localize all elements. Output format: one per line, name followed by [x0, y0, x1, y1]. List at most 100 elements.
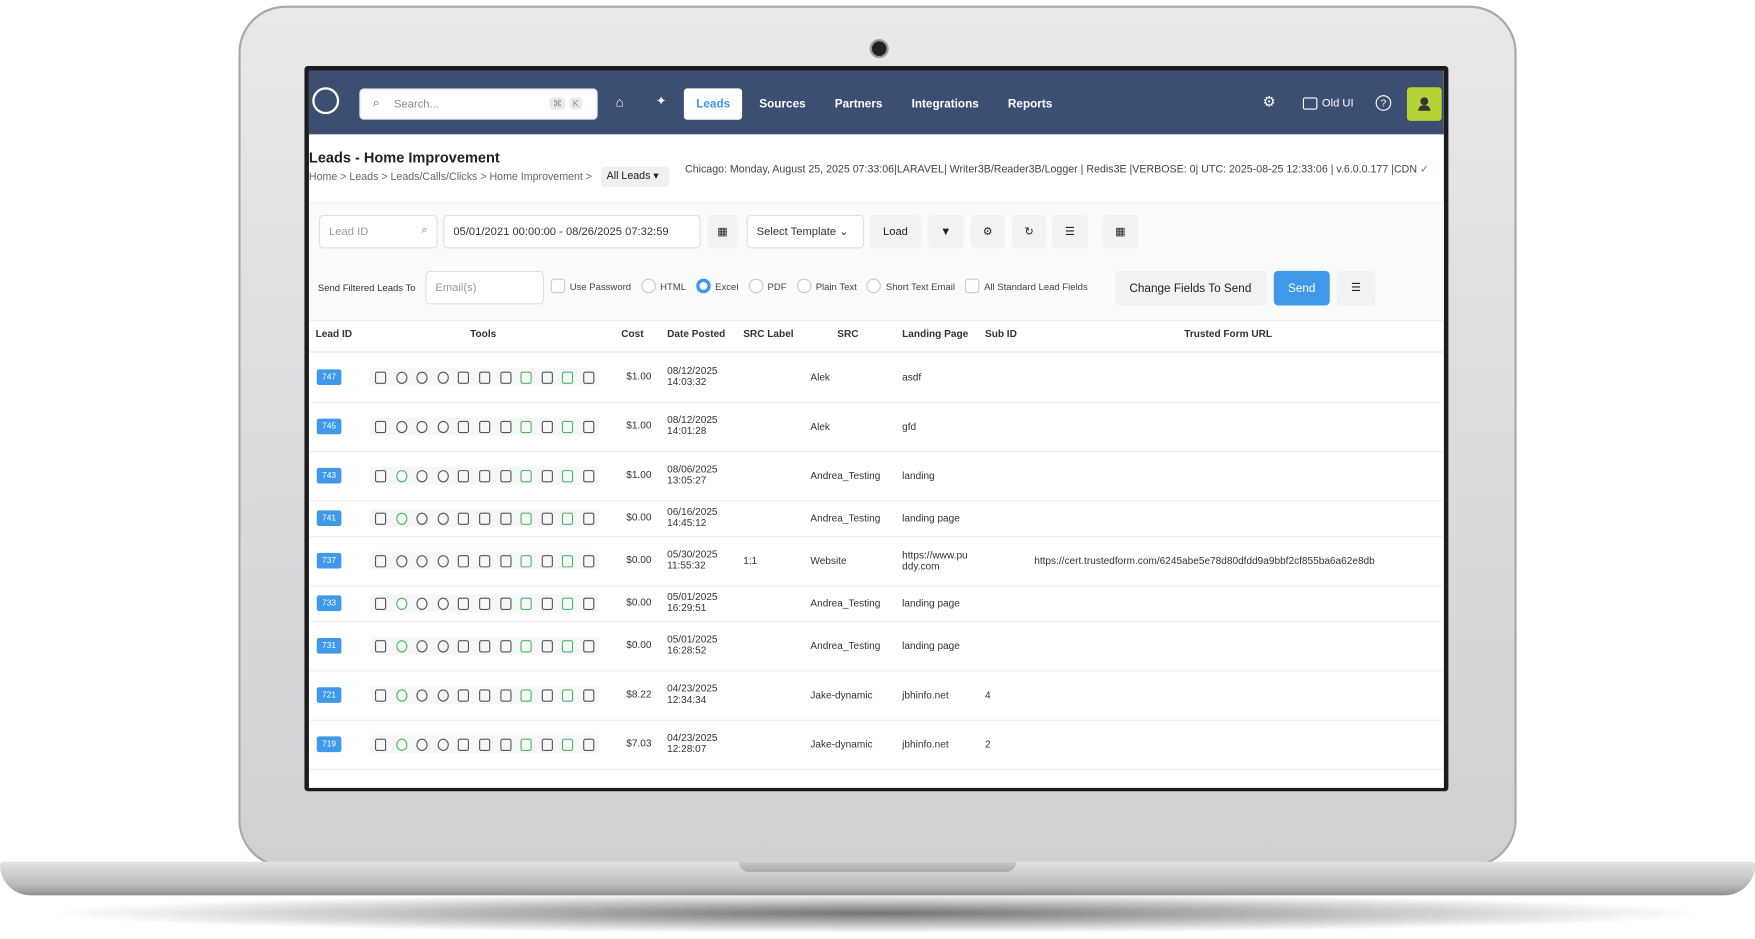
lead-id-badge[interactable]: 743 [316, 467, 342, 484]
date-range[interactable]: 05/01/2021 00:00:00 - 08/26/2025 07:32:5… [443, 214, 701, 249]
tool-icon[interactable] [479, 470, 491, 483]
tool-icon[interactable] [374, 555, 387, 568]
tool-icon[interactable] [395, 555, 407, 568]
tool-icon[interactable] [583, 420, 595, 434]
lead-id-badge[interactable]: 721 [316, 687, 342, 703]
lead-id-badge[interactable]: 745 [316, 418, 342, 435]
settings-icon[interactable]: ⚙ [1262, 92, 1276, 110]
tool-icon[interactable] [520, 371, 532, 384]
tool-icon[interactable] [395, 371, 407, 384]
tool-icon[interactable] [479, 597, 491, 610]
tool-icon[interactable] [416, 689, 428, 702]
tool-icon[interactable] [562, 640, 574, 653]
tool-icon[interactable] [458, 640, 470, 653]
lead-id-badge[interactable]: 741 [316, 510, 342, 527]
tool-icon[interactable] [541, 420, 553, 434]
list-button[interactable]: ☰ [1052, 214, 1088, 249]
tool-icon[interactable] [374, 470, 387, 483]
tool-icon[interactable] [562, 555, 574, 568]
tool-icon[interactable] [520, 738, 532, 751]
tool-icon[interactable] [395, 640, 407, 653]
columns-button[interactable]: ▦ [1102, 214, 1139, 249]
search-box[interactable]: ⌕ Search... ⌘ K [359, 88, 598, 120]
tool-icon[interactable] [416, 597, 428, 610]
tool-icon[interactable] [562, 470, 574, 483]
tool-icon[interactable] [458, 371, 470, 384]
tool-icon[interactable] [395, 597, 407, 610]
tool-icon[interactable] [520, 640, 532, 653]
nav-item[interactable]: Leads [683, 88, 743, 120]
tool-icon[interactable] [583, 689, 595, 702]
tool-icon[interactable] [458, 512, 470, 525]
option[interactable]: Short Text Email [866, 278, 955, 294]
tool-icon[interactable] [583, 555, 595, 568]
change-fields-button[interactable]: Change Fields To Send [1114, 270, 1266, 306]
tool-icon[interactable] [520, 420, 532, 434]
tool-icon[interactable] [416, 512, 428, 525]
tool-icon[interactable] [583, 597, 595, 610]
tool-icon[interactable] [395, 512, 407, 525]
tool-icon[interactable] [541, 738, 553, 751]
tool-icon[interactable] [416, 470, 428, 483]
refresh-button[interactable]: ↻ [1011, 214, 1047, 249]
lead-id-badge[interactable]: 747 [316, 369, 342, 386]
help-icon[interactable]: ? [1375, 95, 1392, 111]
settings-button[interactable]: ⚙ [970, 214, 1006, 249]
tool-icon[interactable] [479, 689, 491, 702]
lead-id-badge[interactable]: 737 [316, 552, 342, 569]
user-button[interactable] [1406, 87, 1442, 121]
tool-icon[interactable] [374, 640, 387, 653]
tool-icon[interactable] [374, 689, 387, 702]
nav-item[interactable]: Sources [759, 97, 806, 111]
tool-icon[interactable] [437, 371, 449, 384]
load-button[interactable]: Load [869, 214, 922, 249]
send-button[interactable]: Send [1273, 270, 1330, 306]
nav-item[interactable]: Reports [1007, 97, 1053, 111]
tool-icon[interactable] [562, 420, 574, 434]
option[interactable]: PDF [748, 278, 787, 294]
tool-icon[interactable] [562, 738, 574, 751]
tool-icon[interactable] [437, 597, 449, 610]
tool-icon[interactable] [479, 640, 491, 653]
tool-icon[interactable] [395, 470, 407, 483]
tool-icon[interactable] [437, 689, 449, 702]
tool-icon[interactable] [416, 420, 428, 434]
tool-icon[interactable] [374, 597, 387, 610]
email-input[interactable]: Email(s) [425, 270, 544, 305]
tool-icon[interactable] [520, 597, 532, 610]
tool-icon[interactable] [499, 420, 512, 434]
tool-icon[interactable] [374, 371, 387, 384]
tool-icon[interactable] [583, 512, 595, 525]
tool-icon[interactable] [583, 371, 595, 384]
tool-icon[interactable] [499, 470, 512, 483]
tool-icon[interactable] [437, 738, 449, 751]
tool-icon[interactable] [416, 371, 428, 384]
tool-icon[interactable] [458, 470, 470, 483]
tool-icon[interactable] [562, 689, 574, 702]
nav-item[interactable]: Integrations [911, 97, 979, 111]
tool-icon[interactable] [499, 512, 512, 525]
tool-icon[interactable] [499, 738, 512, 751]
template-select[interactable]: Select Template ⌄ [746, 214, 865, 249]
tool-icon[interactable] [458, 597, 470, 610]
lead-id-badge[interactable]: 719 [316, 736, 342, 753]
tool-icon[interactable] [479, 420, 491, 434]
tool-icon[interactable] [374, 512, 387, 525]
option[interactable]: All Standard Lead Fields [965, 278, 1088, 294]
tool-icon[interactable] [395, 689, 407, 702]
tool-icon[interactable] [416, 738, 428, 751]
pin-icon[interactable]: ✦ [655, 95, 667, 109]
tool-icon[interactable] [541, 640, 553, 653]
tool-icon[interactable] [458, 689, 470, 702]
calendar-button[interactable]: ▦ [707, 214, 738, 249]
tool-icon[interactable] [520, 555, 532, 568]
trusted-url[interactable]: https://cert.trustedform.com/6245abe5e78… [1034, 555, 1375, 567]
option[interactable]: Plain Text [796, 278, 857, 294]
tool-icon[interactable] [562, 597, 574, 610]
tool-icon[interactable] [583, 738, 595, 751]
tool-icon[interactable] [437, 640, 449, 653]
nav-item[interactable]: Partners [834, 97, 883, 111]
tool-icon[interactable] [416, 555, 428, 568]
tool-icon[interactable] [479, 512, 491, 525]
option[interactable]: Excel [696, 278, 738, 294]
